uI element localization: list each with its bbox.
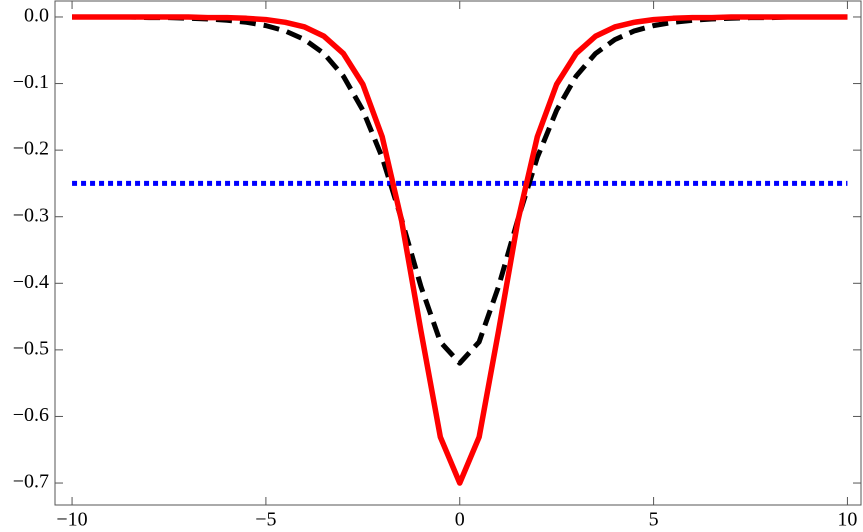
x-tick-label: −10 (56, 509, 87, 531)
x-tick-label: 10 (837, 509, 857, 531)
line-series (72, 14, 848, 486)
y-tick-label: −0.6 (13, 404, 49, 426)
x-tick-label: 0 (455, 509, 465, 531)
y-tick-label: −0.7 (13, 471, 49, 493)
x-tick-label: 5 (649, 509, 659, 531)
line-series (72, 14, 848, 366)
y-tick-label: −0.1 (13, 71, 49, 93)
y-tick-label: 0.0 (24, 5, 49, 27)
y-tick-label: −0.4 (13, 271, 49, 293)
y-tick-label: −0.2 (13, 138, 49, 160)
y-tick-label: −0.5 (13, 337, 49, 359)
plot-frame (54, 0, 862, 506)
x-tick-label: −5 (255, 509, 276, 531)
y-tick-label: −0.3 (13, 204, 49, 226)
